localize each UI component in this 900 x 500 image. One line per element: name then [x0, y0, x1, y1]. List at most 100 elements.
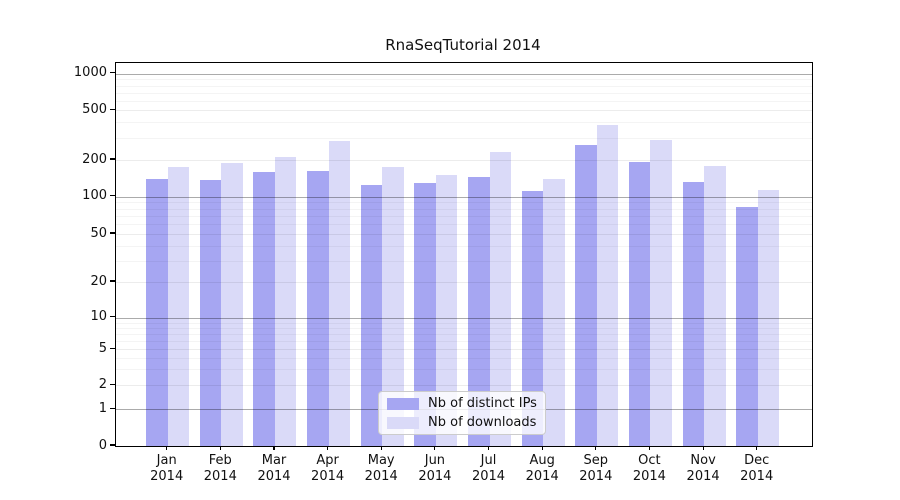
bar-aug-distinct-ips: [521, 190, 544, 446]
bar-jan-distinct-ips: [146, 178, 168, 446]
legend-label-distinct-ips: Nb of distinct IPs: [428, 396, 537, 411]
bar-feb-downloads: [221, 162, 243, 446]
bar-aug-downloads: [543, 178, 565, 446]
x-axis-tick-label-nov: Nov 2014: [686, 453, 720, 484]
legend-item-distinct-ips: Nb of distinct IPs: [387, 396, 537, 411]
bar-jun-downloads: [435, 174, 458, 446]
gridline-y-8: [116, 327, 812, 329]
gridline-y-900: [116, 79, 812, 81]
gridline-y-80: [116, 208, 812, 210]
x-axis-tick-jul: [487, 446, 490, 450]
y-axis-tick-2: [110, 383, 115, 385]
bar-jul-downloads: [489, 151, 512, 446]
bar-dec-downloads: [757, 190, 780, 446]
gridline-y-500: [116, 110, 812, 112]
legend: Nb of distinct IPs Nb of downloads: [378, 391, 546, 435]
y-axis-tick-200: [110, 158, 115, 160]
bar-feb-distinct-ips: [199, 180, 222, 446]
gridline-y-300: [116, 138, 812, 139]
x-axis-tick-label-aug: Aug 2014: [525, 453, 559, 484]
plot-area: Nb of distinct IPs Nb of downloads: [115, 62, 813, 447]
chart-title: RnaSeqTutorial 2014: [385, 36, 541, 54]
x-axis-tick-label-jun: Jun 2014: [418, 453, 452, 484]
x-axis-tick-label-may: May 2014: [364, 453, 398, 484]
x-axis-tick-apr: [327, 446, 329, 450]
gridline-y-50: [116, 234, 812, 235]
x-axis-tick-aug: [541, 446, 543, 450]
legend-swatch-distinct-ips: [387, 397, 419, 410]
bar-sep-downloads: [596, 125, 619, 446]
y-axis-tick-label-200: 200: [82, 151, 107, 167]
gridline-y-60: [116, 224, 812, 226]
x-axis-tick-label-feb: Feb 2014: [203, 453, 237, 484]
bar-mar-distinct-ips: [253, 171, 275, 446]
gridline-y-90: [116, 202, 812, 204]
bar-nov-downloads: [704, 166, 726, 446]
bar-jan-downloads: [167, 167, 190, 446]
y-axis-tick-1000: [110, 72, 115, 74]
y-axis-tick-10: [110, 316, 115, 318]
bar-apr-distinct-ips: [307, 170, 329, 446]
x-axis-tick-nov: [702, 446, 704, 450]
bar-nov-distinct-ips: [682, 182, 705, 446]
gridline-y-600: [116, 100, 812, 102]
bar-sep-distinct-ips: [575, 144, 597, 446]
y-axis-tick-50: [110, 232, 115, 234]
gridline-y-5: [116, 349, 812, 351]
gridline-y-3: [116, 369, 812, 371]
y-axis-tick-20: [110, 280, 115, 282]
bar-oct-distinct-ips: [628, 162, 651, 446]
x-axis-tick-mar: [273, 446, 275, 450]
y-axis-tick-500: [110, 108, 115, 110]
x-axis-tick-jun: [434, 446, 436, 450]
y-axis-tick-100: [110, 195, 115, 197]
gridline-y-6: [116, 341, 812, 342]
x-axis-tick-dec: [756, 446, 758, 450]
gridline-y-30: [116, 260, 812, 262]
y-axis-tick-label-0: 0: [98, 437, 107, 453]
gridline-y-20: [116, 282, 812, 283]
bar-dec-distinct-ips: [736, 206, 758, 446]
gridline-y-2: [116, 385, 812, 387]
y-axis-tick-5: [110, 347, 115, 349]
x-axis-tick-label-oct: Oct 2014: [632, 453, 666, 484]
bar-apr-downloads: [328, 141, 351, 446]
y-axis-tick-label-50: 50: [90, 225, 107, 241]
x-axis-tick-label-sep: Sep 2014: [579, 453, 613, 484]
x-axis-tick-feb: [219, 446, 221, 450]
gridline-y-400: [116, 122, 812, 124]
gridline-y-800: [116, 85, 812, 87]
y-axis-tick-label-1: 1: [98, 400, 107, 416]
gridline-y-10: [116, 317, 812, 319]
x-axis-tick-label-jan: Jan 2014: [150, 453, 184, 484]
x-axis-tick-sep: [595, 446, 597, 450]
x-axis-tick-label-jul: Jul 2014: [471, 453, 506, 484]
bar-may-downloads: [382, 167, 404, 446]
x-axis-tick-oct: [648, 446, 650, 450]
gridline-y-70: [116, 215, 812, 217]
legend-item-downloads: Nb of downloads: [387, 415, 537, 430]
y-axis-tick-label-1000: 1000: [73, 65, 107, 81]
bar-mar-downloads: [274, 156, 297, 446]
gridline-y-40: [116, 245, 812, 247]
y-axis-tick-label-20: 20: [90, 273, 107, 289]
y-axis-tick-label-10: 10: [90, 309, 107, 325]
gridline-y-100: [116, 196, 812, 198]
x-axis-tick-label-dec: Dec 2014: [740, 453, 774, 484]
x-axis-tick-jan: [166, 446, 168, 450]
gridline-y-4: [116, 358, 812, 360]
bar-jul-distinct-ips: [468, 176, 490, 446]
gridline-y-200: [116, 160, 812, 161]
x-axis-tick-may: [380, 446, 382, 450]
legend-label-downloads: Nb of downloads: [428, 415, 537, 430]
y-axis-tick-label-2: 2: [98, 376, 107, 392]
bar-may-distinct-ips: [360, 184, 383, 446]
gridline-y-700: [116, 92, 812, 94]
x-axis-tick-label-mar: Mar 2014: [257, 453, 291, 484]
y-axis-tick-label-500: 500: [82, 101, 107, 117]
gridline-y-9: [116, 322, 812, 324]
x-axis-tick-label-apr: Apr 2014: [311, 453, 345, 484]
bar-jun-distinct-ips: [414, 182, 436, 446]
gridline-y-7: [116, 334, 812, 335]
